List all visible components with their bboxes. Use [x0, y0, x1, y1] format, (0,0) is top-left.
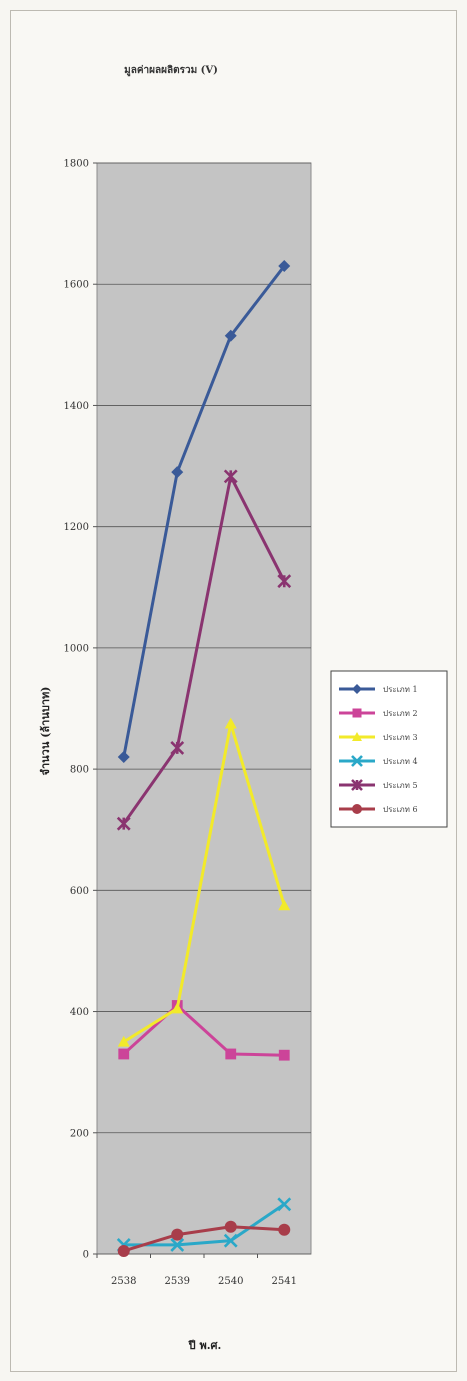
data-point [278, 1223, 291, 1236]
legend-item: ประเภท 6 [339, 804, 418, 814]
legend-item: ประเภท 3 [339, 732, 418, 742]
legend-item: ประเภท 4 [339, 755, 418, 767]
x-tick-label: 2538 [111, 1276, 136, 1287]
data-point [224, 717, 237, 729]
y-tick-label: 1800 [64, 159, 89, 170]
series-5 [116, 469, 292, 831]
data-point [278, 260, 291, 273]
data-point [223, 1233, 238, 1248]
data-point [352, 804, 362, 814]
data-point [117, 1035, 130, 1047]
legend-item: ประเภท 2 [339, 708, 418, 718]
x-tick-label: 2541 [272, 1276, 297, 1287]
series-line [122, 265, 286, 758]
plot-background [96, 162, 312, 1255]
x-tick-label: 2539 [165, 1276, 190, 1287]
data-point [116, 816, 131, 831]
data-point [117, 750, 130, 763]
x-axis-ticks: 2538 2539 2540 2541 [96, 1254, 297, 1287]
data-point [171, 1228, 184, 1241]
y-tick-label: 1600 [64, 280, 89, 291]
data-point [170, 740, 185, 755]
y-axis-ticks: 0 200 400 600 800 1000 1200 1400 1600 1800 [64, 159, 97, 1261]
data-point [277, 1197, 292, 1212]
series-6 [117, 1220, 291, 1257]
series-line [123, 1225, 285, 1253]
y-tick-label: 1400 [64, 401, 89, 412]
y-tick-label: 600 [70, 886, 89, 897]
y-tick-label: 0 [83, 1250, 89, 1261]
legend-item: ประเภท 1 [339, 684, 418, 694]
y-tick-label: 200 [70, 1128, 89, 1139]
data-point [351, 755, 363, 767]
data-point [224, 329, 237, 342]
data-point [170, 1237, 185, 1252]
series-line [122, 722, 286, 1044]
legend-box [330, 670, 448, 828]
data-point [278, 1049, 290, 1061]
y-axis-label: จำนวน (ล้านบาท) [39, 687, 52, 776]
series-line [123, 1203, 286, 1247]
series-layer [116, 260, 292, 1257]
chart-frame: มูลค่าผลผลิตรวม (V) 0 200 400 600 800 1000 120… [10, 10, 457, 1372]
data-point [225, 1048, 237, 1060]
legend-label: ประเภท 2 [383, 709, 418, 718]
legend: ประเภท 1 ประเภท 2 ประเภท 3 ประเภท 4 ประเภท 5… [330, 670, 448, 828]
chart-title: มูลค่าผลผลิตรวม (V) [124, 64, 218, 77]
legend-label: ประเภท 3 [383, 733, 418, 742]
line-chart: มูลค่าผลผลิตรวม (V) 0 200 400 600 800 1000 120… [39, 64, 448, 1352]
data-point [278, 899, 291, 911]
data-point [223, 469, 238, 484]
data-point [352, 732, 362, 741]
data-point [224, 1220, 237, 1233]
series-line [122, 1003, 285, 1057]
x-axis-label: ปี พ.ศ. [188, 1339, 222, 1352]
series-line [122, 474, 286, 825]
data-point [352, 708, 362, 718]
series-1 [117, 260, 291, 763]
data-point [171, 466, 184, 479]
data-point [118, 1048, 130, 1060]
legend-label: ประเภท 1 [383, 685, 418, 694]
x-tick-label: 2540 [218, 1276, 243, 1287]
legend-label: ประเภท 4 [383, 757, 418, 766]
data-point [351, 779, 363, 791]
series-3 [117, 717, 291, 1047]
plot-area [96, 162, 312, 1255]
legend-label: ประเภท 6 [383, 805, 418, 814]
legend-item: ประเภท 5 [339, 779, 418, 791]
data-point [171, 1002, 184, 1014]
legend-label: ประเภท 5 [383, 781, 418, 790]
data-point [352, 684, 362, 694]
y-tick-label: 1200 [64, 522, 89, 533]
y-tick-label: 800 [70, 765, 89, 776]
data-point [277, 574, 292, 589]
y-tick-label: 1000 [64, 643, 89, 654]
y-tick-label: 400 [70, 1007, 89, 1018]
data-point [117, 1244, 130, 1257]
